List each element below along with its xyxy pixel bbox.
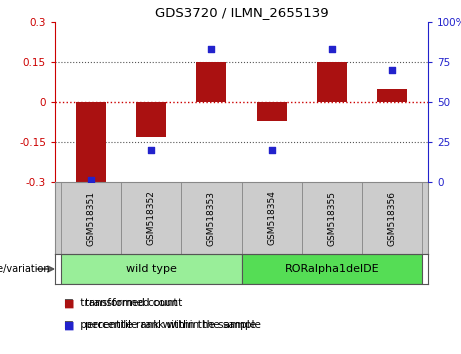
Point	[268, 147, 275, 153]
Text: percentile rank within the sample: percentile rank within the sample	[85, 320, 261, 330]
Text: GSM518352: GSM518352	[147, 190, 156, 245]
Text: ■  percentile rank within the sample: ■ percentile rank within the sample	[64, 320, 256, 330]
Bar	[362, 182, 422, 254]
Bar	[301, 182, 362, 254]
Point	[388, 67, 396, 73]
Bar	[256, 102, 287, 121]
Bar	[377, 88, 407, 102]
Bar	[317, 62, 347, 102]
Text: RORalpha1delDE: RORalpha1delDE	[284, 264, 379, 274]
Text: ■: ■	[64, 320, 75, 330]
Text: genotype/variation: genotype/variation	[0, 264, 50, 274]
Bar	[196, 62, 226, 102]
Text: GSM518354: GSM518354	[267, 190, 276, 245]
Point	[148, 147, 155, 153]
Bar	[242, 182, 301, 254]
Bar	[76, 102, 106, 182]
Bar	[136, 102, 166, 137]
Bar	[121, 182, 181, 254]
Point	[208, 46, 215, 52]
Title: GDS3720 / ILMN_2655139: GDS3720 / ILMN_2655139	[155, 6, 328, 19]
Text: GSM518355: GSM518355	[327, 190, 336, 246]
Bar	[181, 182, 242, 254]
Text: GSM518351: GSM518351	[87, 190, 95, 246]
Bar	[242, 254, 422, 284]
Text: ■  transformed count: ■ transformed count	[64, 298, 178, 308]
Text: wild type: wild type	[126, 264, 177, 274]
Text: GSM518356: GSM518356	[387, 190, 396, 246]
Text: GSM518353: GSM518353	[207, 190, 216, 246]
Bar	[61, 182, 121, 254]
Bar	[61, 254, 242, 284]
Text: transformed count: transformed count	[85, 298, 182, 308]
Point	[328, 46, 336, 52]
Text: ■: ■	[64, 298, 75, 308]
Point	[88, 178, 95, 183]
